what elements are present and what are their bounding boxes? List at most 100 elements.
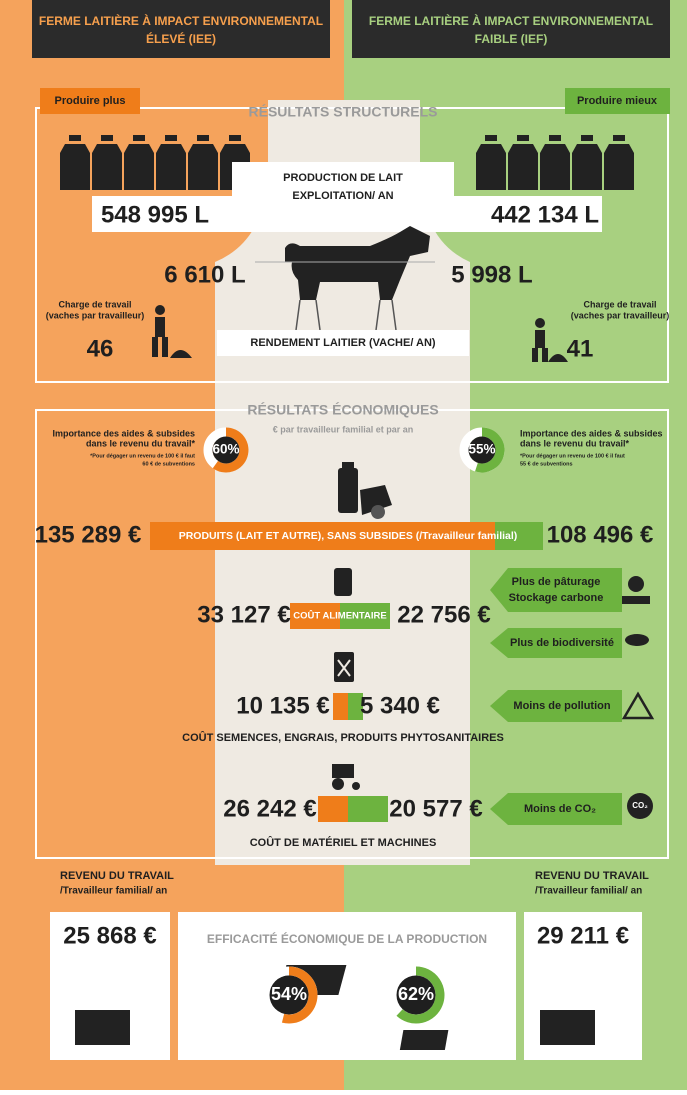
yield-left: 6 610 L: [164, 261, 245, 288]
feed-left: 33 127 €: [197, 601, 290, 628]
efficiency-title: EFFICACITÉ ÉCONOMIQUE DE LA PRODUCTION: [207, 931, 487, 946]
donut-label: 62%: [398, 984, 434, 1004]
yield-band: [217, 330, 469, 356]
feed-label: COÛT ALIMENTAIRE: [293, 610, 386, 622]
income-right: 29 211 €: [537, 922, 629, 949]
benefit-icons: [621, 576, 655, 819]
economic-frame: [35, 409, 669, 859]
workload-right: 41: [567, 335, 594, 362]
can-tractor-icon: [338, 462, 392, 519]
milk-can: [60, 135, 90, 190]
header-right: [352, 0, 670, 58]
products-band-left: [150, 522, 495, 550]
income-label: REVENU DU TRAVAIL: [535, 870, 649, 882]
feed-icon: [334, 568, 352, 596]
products-left: 135 289 €: [35, 521, 142, 548]
inputs-bar-right: [348, 693, 363, 720]
tag-right-text: Produire mieux: [577, 95, 658, 107]
benefit-text: Plus de pâturage: [512, 576, 601, 588]
aids-note: 60 € de subventions: [142, 461, 195, 467]
donut-center: [269, 975, 309, 1015]
donut-center: [396, 975, 436, 1015]
donut-arc: [396, 966, 445, 1024]
farmer-left: [152, 305, 192, 358]
header-left-title: ÉLEVÉ (IEE): [146, 31, 216, 46]
farmer-right: [532, 318, 568, 362]
structural-frame: [35, 107, 669, 383]
machines-left: 26 242 €: [223, 795, 316, 822]
economic-title: RÉSULTATS ÉCONOMIQUES: [247, 402, 438, 418]
production-values-band: [92, 196, 602, 232]
benefit-text: Plus de biodiversité: [510, 637, 614, 649]
production-label: PRODUCTION DE LAIT: [283, 172, 403, 184]
inputs-label: COÛT SEMENCES, ENGRAIS, PRODUITS PHYTOSA…: [182, 731, 504, 744]
feed-bar-left: [290, 603, 340, 629]
benefit-arrow: [490, 690, 622, 722]
yield-right: 5 998 L: [451, 261, 532, 288]
donut-label: 60%: [212, 442, 239, 457]
feed-bar-right: [340, 603, 390, 629]
income-label: /Travailleur familial/ an: [535, 886, 642, 897]
yield-label: RENDEMENT LAITIER (VACHE/ AN): [250, 337, 436, 349]
milk-can: [508, 135, 538, 190]
benefit-text: Moins de pollution: [513, 700, 610, 712]
aids-note: 55 € de subventions: [520, 461, 573, 467]
inputs-bar-left: [333, 693, 348, 720]
economic-subtitle: € par travailleur familial et par an: [273, 424, 414, 434]
donut-arc: [475, 427, 505, 473]
milk-can: [188, 135, 218, 190]
efficiency-box: [178, 912, 516, 1060]
header-left: [32, 0, 330, 58]
income-label: REVENU DU TRAVAIL: [60, 870, 174, 882]
aids-label: Importance des aides & subsides: [520, 428, 663, 438]
products-right: 108 496 €: [547, 521, 654, 548]
donut-label: 55%: [468, 442, 495, 457]
production-left: 548 995 L: [101, 201, 209, 228]
jerrycan-icon: [334, 652, 354, 682]
products-band-right: [495, 522, 543, 550]
aids-label: Importance des aides & subsides: [52, 428, 195, 438]
milk-can: [540, 135, 570, 190]
benefit-arrow: [490, 628, 622, 658]
inputs-right: 5 340 €: [360, 692, 440, 719]
milk-can: [124, 135, 154, 190]
income-left: 25 868 €: [63, 922, 156, 949]
products-label: PRODUITS (LAIT ET AUTRE), SANS SUBSIDES …: [179, 530, 518, 542]
workload-left: 46: [87, 335, 114, 362]
benefit-arrow: [490, 793, 622, 825]
structural-title: RÉSULTATS STRUCTURELS: [249, 104, 438, 120]
milk-can: [156, 135, 186, 190]
header-right-title: FAIBLE (IEF): [475, 32, 548, 46]
aids-label: dans le revenu du travail*: [520, 438, 630, 448]
machines-bar-left: [318, 796, 348, 822]
aids-note: *Pour dégager un revenu de 100 € il faut: [520, 453, 625, 459]
workload-label: Charge de travail: [58, 299, 131, 309]
aids-note: *Pour dégager un revenu de 100 € il faut: [90, 453, 195, 459]
header-left-title: FERME LAITIÈRE À IMPACT ENVIRONNEMENTAL: [39, 13, 323, 28]
milk-can: [92, 135, 122, 190]
inputs-left: 10 135 €: [236, 692, 329, 719]
production-right: 442 134 L: [491, 201, 599, 228]
income-label: /Travailleur familial/ an: [60, 886, 167, 897]
workload-label: Charge de travail: [583, 299, 656, 309]
machines-label: COÛT DE MATÉRIEL ET MACHINES: [250, 836, 437, 849]
milk-can: [604, 135, 634, 190]
aids-label: dans le revenu du travail*: [86, 438, 196, 448]
workload-label: (vaches par travailleur): [571, 310, 670, 320]
donut-arc: [212, 427, 249, 473]
machines-bar-right: [348, 796, 388, 822]
production-label: EXPLOITATION/ AN: [292, 190, 393, 202]
feed-right: 22 756 €: [397, 601, 490, 628]
donut-center: [468, 436, 496, 464]
donut-arc: [281, 966, 318, 1024]
header-right-title: FERME LAITIÈRE À IMPACT ENVIRONNEMENTAL: [369, 13, 653, 28]
benefit-arrow: [490, 568, 622, 612]
milk-can: [476, 135, 506, 190]
machines-right: 20 577 €: [389, 795, 482, 822]
benefit-text: Stockage carbone: [509, 592, 604, 604]
donut-center: [212, 436, 240, 464]
benefit-text: Moins de CO₂: [524, 803, 596, 815]
donut-label: 54%: [271, 984, 307, 1004]
tag-left: [40, 88, 140, 114]
